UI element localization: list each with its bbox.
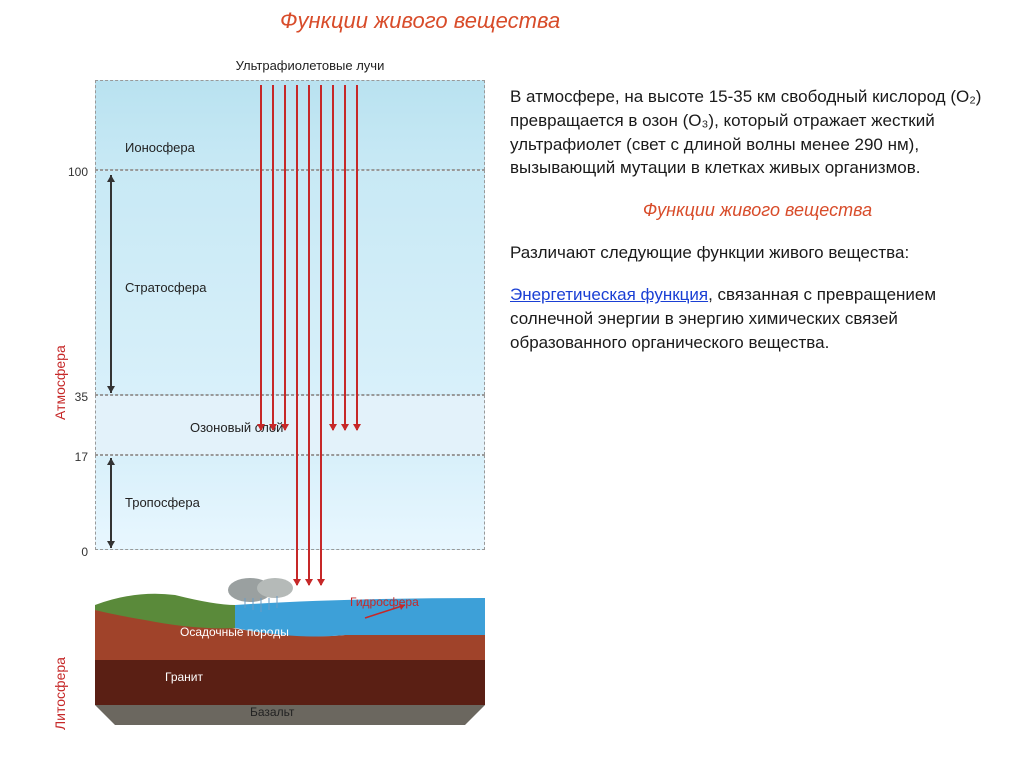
lithosphere-svg	[95, 550, 485, 725]
paragraph-2: Различают следующие функции живого вещес…	[510, 241, 1005, 265]
stratosphere-label: Стратосфера	[125, 280, 206, 295]
axis-lithosphere-label: Литосфера	[52, 657, 68, 730]
troposphere-label: Тропосфера	[125, 495, 200, 510]
page-title: Функции живого вещества	[280, 8, 560, 34]
granite-label: Гранит	[165, 670, 203, 684]
stratosphere-extent-arrow	[110, 175, 112, 393]
subheading: Функции живого вещества	[510, 198, 1005, 223]
surface-cross-section	[95, 550, 485, 700]
hydrosphere-label: Гидросфера	[350, 595, 419, 609]
text-column: В атмосфере, на высоте 15-35 км свободны…	[510, 85, 1005, 373]
biosphere-diagram: Ультрафиолетовые лучи Атмосфера Литосфер…	[30, 40, 490, 730]
tick-17: 17	[58, 450, 88, 464]
energetic-function-term: Энергетическая функция	[510, 285, 708, 304]
ionosphere-label: Ионосфера	[125, 140, 195, 155]
paragraph-1: В атмосфере, на высоте 15-35 км свободны…	[510, 85, 1005, 180]
paragraph-3: Энергетическая функция, связанная с прев…	[510, 283, 1005, 354]
ozone-label: Озоновый слой	[190, 420, 283, 435]
tick-0: 0	[58, 545, 88, 559]
troposphere-extent-arrow	[110, 458, 112, 548]
uv-rays-label: Ультрафиолетовые лучи	[210, 58, 410, 74]
basalt-label: Базальт	[250, 705, 294, 719]
ozone-layer	[95, 395, 485, 455]
ionosphere-layer	[95, 80, 485, 170]
tick-35: 35	[58, 390, 88, 404]
axis-atmosphere-label: Атмосфера	[52, 345, 68, 420]
sediment-label: Осадочные породы	[180, 625, 289, 639]
tick-100: 100	[58, 165, 88, 179]
